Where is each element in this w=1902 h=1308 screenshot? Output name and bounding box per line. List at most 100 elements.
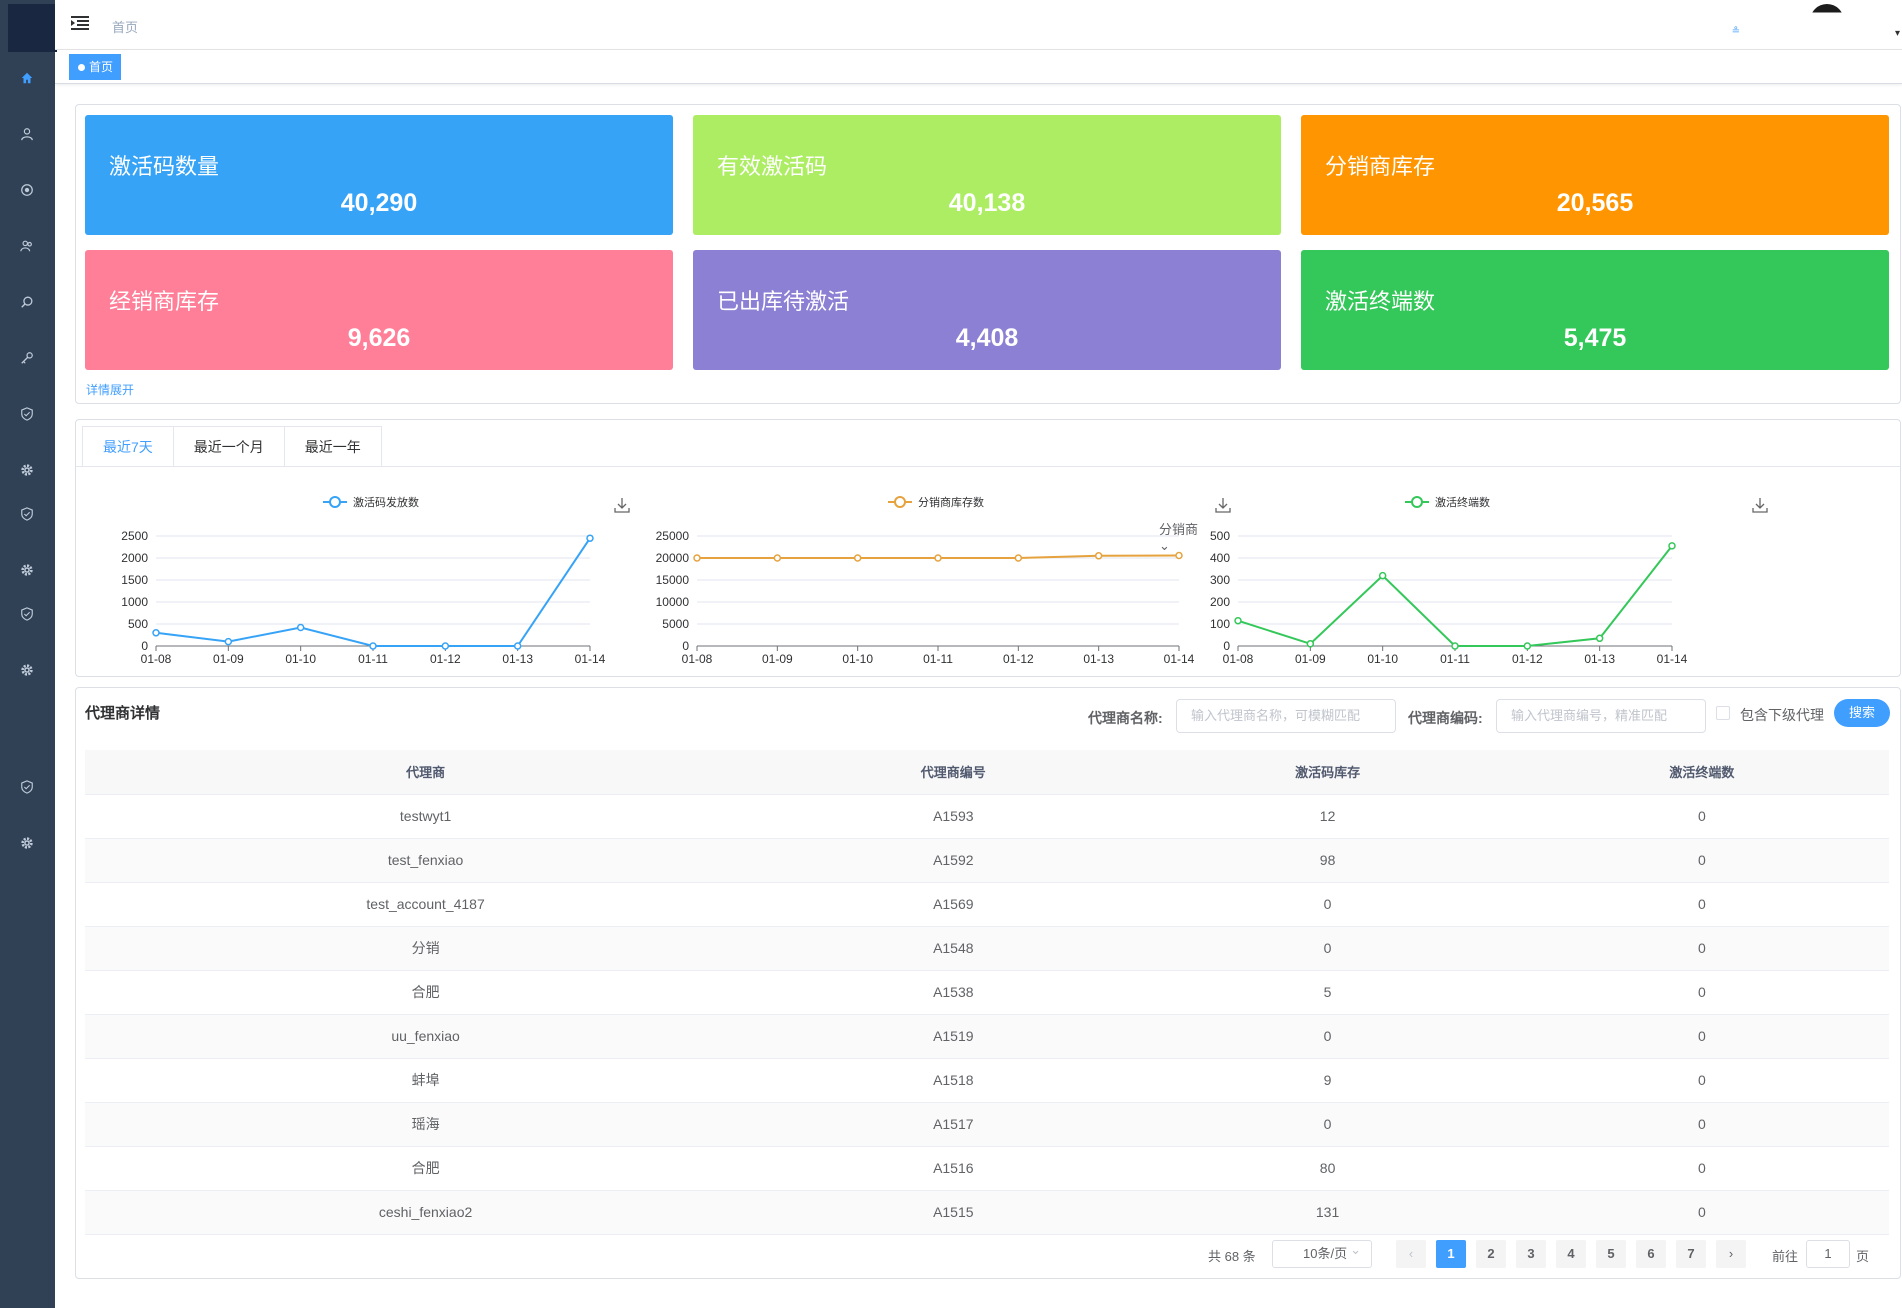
table-cell: 蚌埠 <box>85 1058 767 1103</box>
distributor-select[interactable]: 分销商 ⌄ <box>1159 519 1199 554</box>
table-row[interactable]: uu_fenxiao A1519 0 0 <box>85 1014 1889 1059</box>
page-button[interactable]: 4 <box>1556 1240 1586 1268</box>
page-button[interactable]: 2 <box>1476 1240 1506 1268</box>
logo[interactable] <box>8 4 57 52</box>
data-point[interactable] <box>934 554 942 562</box>
data-point[interactable] <box>513 642 522 650</box>
column-header[interactable]: 代理商编号 <box>766 750 1141 795</box>
tab-7-days[interactable]: 最近7天 <box>83 427 173 467</box>
table-cell: 5 <box>1140 970 1515 1015</box>
stat-card: 激活终端数 5,475 <box>1301 250 1889 370</box>
legend[interactable]: 激活终端数 <box>1405 495 1490 509</box>
include-sub-label: 包含下级代理 <box>1740 707 1824 723</box>
column-header[interactable]: 代理商 <box>85 750 767 795</box>
tab-1-year[interactable]: 最近一年 <box>283 427 381 467</box>
data-point[interactable] <box>1094 552 1103 560</box>
data-point[interactable] <box>1378 571 1387 580</box>
data-point[interactable] <box>369 642 377 650</box>
user-mark[interactable]: ≗ <box>1731 26 1740 37</box>
y-tick-label: 15000 <box>656 573 690 587</box>
legend[interactable]: 分销商库存数 <box>888 495 984 509</box>
legend-marker <box>329 496 341 508</box>
gear-icon[interactable] <box>18 834 36 852</box>
page-button[interactable]: 7 <box>1676 1240 1706 1268</box>
user-icon[interactable] <box>18 125 36 143</box>
goto-page-input[interactable]: 1 <box>1806 1240 1850 1268</box>
column-header[interactable]: 激活终端数 <box>1514 750 1889 795</box>
table-cell: A1517 <box>766 1102 1141 1147</box>
data-point[interactable] <box>296 623 305 632</box>
data-point[interactable] <box>152 629 160 637</box>
data-point[interactable] <box>586 534 594 542</box>
data-point[interactable] <box>1234 616 1242 625</box>
agent-code-label: 代理商编码: <box>1408 710 1483 726</box>
table-header-row: 代理商 代理商编号 激活码库存 激活终端数 <box>85 750 1889 795</box>
table-row[interactable]: test_fenxiao A1592 98 0 <box>85 838 1889 883</box>
sidebar <box>0 0 57 1308</box>
page-button[interactable]: 5 <box>1596 1240 1626 1268</box>
target-icon[interactable] <box>18 181 36 199</box>
search-button[interactable]: 搜索 <box>1834 699 1890 727</box>
shield-check-icon[interactable] <box>18 505 36 523</box>
gear-icon[interactable] <box>18 661 36 679</box>
key-icon[interactable] <box>18 349 36 367</box>
table-row[interactable]: 合肥 A1538 5 0 <box>85 970 1889 1015</box>
avatar[interactable] <box>1810 4 1844 13</box>
page-size-select[interactable]: 10条/页 <box>1272 1237 1372 1268</box>
tab-1-month[interactable]: 最近一个月 <box>172 427 284 467</box>
data-point[interactable] <box>773 554 782 562</box>
download-icon[interactable] <box>613 496 631 514</box>
prev-page-button[interactable]: ‹ <box>1396 1240 1426 1268</box>
next-page-button[interactable]: › <box>1716 1240 1746 1268</box>
shield-check-icon[interactable] <box>18 405 36 423</box>
include-sub-checkbox[interactable] <box>1716 706 1730 720</box>
y-tick-label: 100 <box>1210 617 1230 631</box>
chart-distributor-stock: 分销商库存数 0 5000 10000 15000 20000 25000 01-08 01-0… <box>639 476 1231 676</box>
page-button[interactable]: 6 <box>1636 1240 1666 1268</box>
agent-code-input[interactable]: 输入代理商编号，精准匹配 <box>1496 699 1706 733</box>
table-cell: 0 <box>1514 794 1889 839</box>
details-toggle-link[interactable]: 详情展开 <box>86 383 135 397</box>
data-point[interactable] <box>1668 542 1676 550</box>
users-icon[interactable] <box>18 237 36 255</box>
table-row[interactable]: 瑶海 A1517 0 0 <box>85 1102 1889 1147</box>
gear-icon[interactable] <box>18 561 36 579</box>
table-row[interactable]: 蚌埠 A1518 9 0 <box>85 1058 1889 1103</box>
data-point[interactable] <box>224 637 233 646</box>
pagination: 共 68 条 10条/页 ‹ 1 2 3 4 5 6 7 › 前往 1 页 <box>76 1237 1902 1268</box>
gear-icon[interactable] <box>18 461 36 479</box>
data-point[interactable] <box>693 554 701 562</box>
shield-check-icon[interactable] <box>18 778 36 796</box>
table-row[interactable]: testwyt1 A1593 12 0 <box>85 794 1889 839</box>
agent-name-input[interactable]: 输入代理商名称，可模糊匹配 <box>1176 699 1396 733</box>
home-icon[interactable] <box>18 69 36 87</box>
data-point[interactable] <box>1523 642 1532 650</box>
data-point[interactable] <box>1451 642 1459 650</box>
data-point[interactable] <box>1306 640 1315 648</box>
agents-title: 代理商详情 <box>85 705 161 722</box>
stat-card: 经销商库存 9,626 <box>85 250 673 370</box>
page-button[interactable]: 3 <box>1516 1240 1546 1268</box>
table-row[interactable]: 分销 A1548 0 0 <box>85 926 1889 971</box>
page-button[interactable]: 1 <box>1436 1240 1466 1268</box>
table-cell: 98 <box>1140 838 1515 883</box>
data-point[interactable] <box>1014 554 1023 562</box>
hamburger-icon[interactable] <box>71 15 89 31</box>
data-point[interactable] <box>853 554 862 562</box>
data-point[interactable] <box>1595 634 1604 643</box>
search-icon[interactable] <box>18 293 36 311</box>
column-header[interactable]: 激活码库存 <box>1140 750 1515 795</box>
shield-check-icon[interactable] <box>18 605 36 623</box>
table-row[interactable]: 合肥 A1516 80 0 <box>85 1146 1889 1191</box>
legend[interactable]: 激活码发放数 <box>323 495 419 509</box>
data-point[interactable] <box>1175 551 1183 560</box>
x-tick-label: 01-11 <box>1440 652 1470 666</box>
data-point[interactable] <box>441 642 450 650</box>
x-tick-label: 01-11 <box>358 652 388 666</box>
table-row[interactable]: ceshi_fenxiao2 A1515 131 0 <box>85 1190 1889 1235</box>
download-icon[interactable] <box>1214 496 1232 514</box>
download-icon[interactable] <box>1751 496 1769 514</box>
table-row[interactable]: test_account_4187 A1569 0 0 <box>85 882 1889 927</box>
tag-home[interactable]: 首页 <box>69 54 122 80</box>
caret-down-icon[interactable]: ▾ <box>1894 28 1900 39</box>
